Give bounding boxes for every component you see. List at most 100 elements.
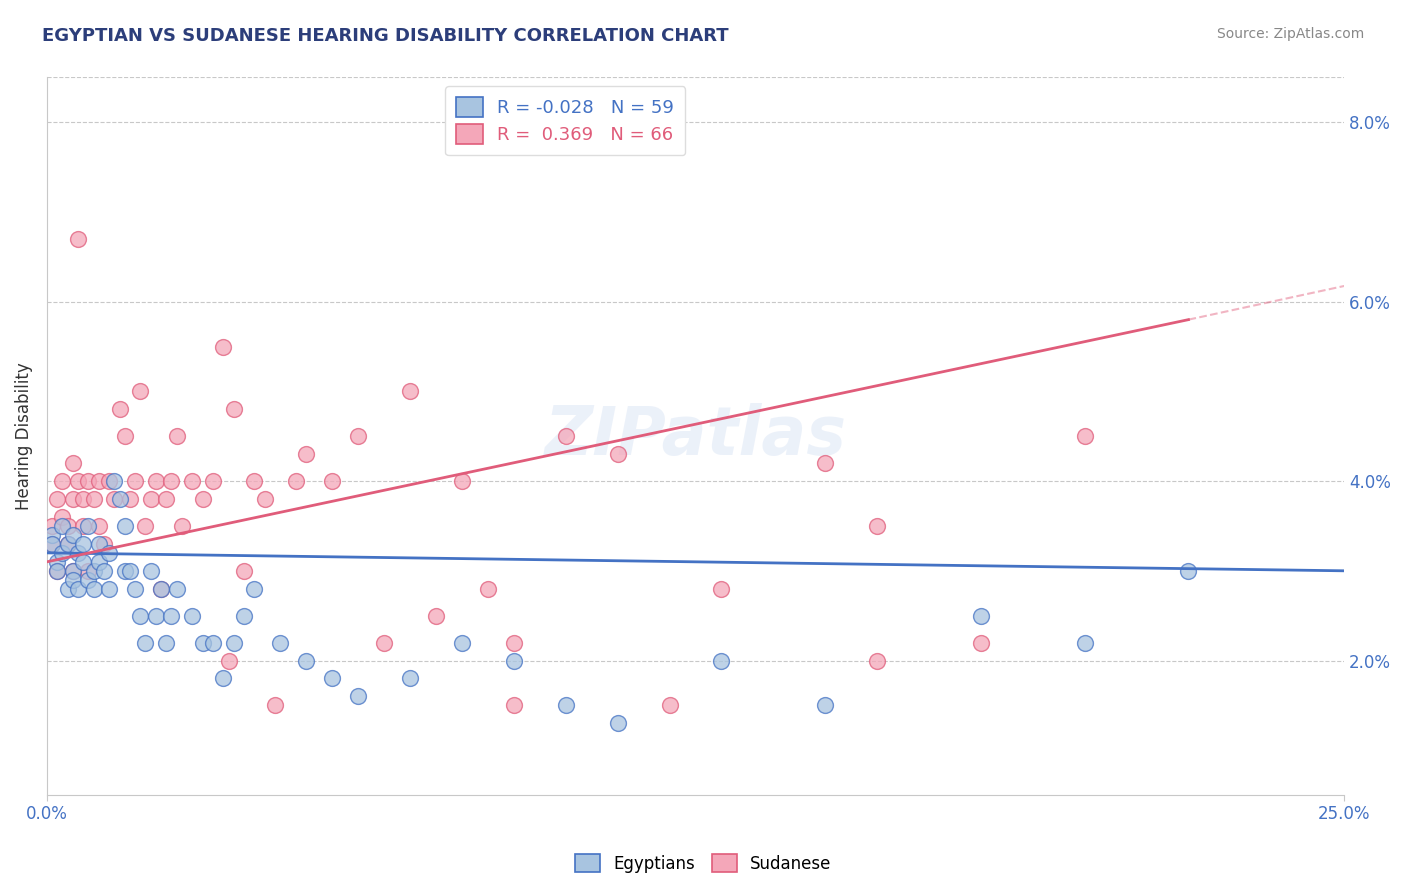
Text: EGYPTIAN VS SUDANESE HEARING DISABILITY CORRELATION CHART: EGYPTIAN VS SUDANESE HEARING DISABILITY … xyxy=(42,27,728,45)
Point xyxy=(72,519,94,533)
Point xyxy=(243,582,266,596)
Point xyxy=(243,474,266,488)
Point xyxy=(46,564,69,578)
Point xyxy=(814,456,837,470)
Point xyxy=(606,716,628,731)
Point xyxy=(77,474,100,488)
Point xyxy=(62,528,84,542)
Point xyxy=(145,608,167,623)
Point xyxy=(970,635,993,649)
Legend: R = -0.028   N = 59, R =  0.369   N = 66: R = -0.028 N = 59, R = 0.369 N = 66 xyxy=(446,87,685,155)
Point xyxy=(170,519,193,533)
Point xyxy=(56,537,79,551)
Point xyxy=(72,555,94,569)
Point xyxy=(264,698,287,713)
Point xyxy=(62,573,84,587)
Point xyxy=(103,474,125,488)
Point xyxy=(1073,429,1095,443)
Point xyxy=(46,555,69,569)
Point xyxy=(62,491,84,506)
Point xyxy=(166,582,188,596)
Point xyxy=(284,474,307,488)
Point xyxy=(134,635,156,649)
Point xyxy=(93,537,115,551)
Text: ZIPatlas: ZIPatlas xyxy=(544,403,846,469)
Point xyxy=(399,672,422,686)
Y-axis label: Hearing Disability: Hearing Disability xyxy=(15,362,32,510)
Point xyxy=(710,582,733,596)
Point xyxy=(710,653,733,667)
Point xyxy=(124,582,146,596)
Point xyxy=(160,608,183,623)
Point xyxy=(451,635,474,649)
Point xyxy=(103,491,125,506)
Point xyxy=(83,491,105,506)
Point xyxy=(321,672,343,686)
Point xyxy=(155,635,177,649)
Point xyxy=(425,608,447,623)
Point xyxy=(295,653,318,667)
Point xyxy=(451,474,474,488)
Point xyxy=(41,528,63,542)
Point xyxy=(98,546,121,560)
Point xyxy=(233,608,256,623)
Point xyxy=(866,653,889,667)
Point xyxy=(181,474,204,488)
Point xyxy=(814,698,837,713)
Point xyxy=(41,519,63,533)
Point xyxy=(399,384,422,399)
Point xyxy=(87,537,110,551)
Point xyxy=(77,573,100,587)
Point xyxy=(134,519,156,533)
Point xyxy=(253,491,276,506)
Point xyxy=(51,546,73,560)
Point xyxy=(160,474,183,488)
Point xyxy=(503,698,526,713)
Point xyxy=(62,456,84,470)
Point xyxy=(66,582,89,596)
Point xyxy=(1073,635,1095,649)
Point xyxy=(218,653,240,667)
Point xyxy=(118,491,141,506)
Point xyxy=(51,510,73,524)
Point xyxy=(114,429,136,443)
Point xyxy=(108,491,131,506)
Point xyxy=(658,698,681,713)
Point xyxy=(62,564,84,578)
Point xyxy=(83,564,105,578)
Point xyxy=(56,582,79,596)
Point xyxy=(77,519,100,533)
Point xyxy=(129,608,152,623)
Point xyxy=(114,519,136,533)
Point xyxy=(212,672,235,686)
Point xyxy=(166,429,188,443)
Point xyxy=(87,555,110,569)
Point xyxy=(150,582,173,596)
Point xyxy=(321,474,343,488)
Point xyxy=(373,635,395,649)
Point xyxy=(83,582,105,596)
Point xyxy=(77,564,100,578)
Point xyxy=(181,608,204,623)
Point xyxy=(46,564,69,578)
Point xyxy=(201,474,224,488)
Point xyxy=(222,635,245,649)
Point xyxy=(347,429,370,443)
Point xyxy=(51,519,73,533)
Point xyxy=(191,635,214,649)
Point xyxy=(41,537,63,551)
Point xyxy=(66,546,89,560)
Point xyxy=(347,690,370,704)
Point xyxy=(222,402,245,417)
Point xyxy=(66,232,89,246)
Point xyxy=(191,491,214,506)
Point xyxy=(98,474,121,488)
Point xyxy=(155,491,177,506)
Point xyxy=(606,447,628,461)
Point xyxy=(233,564,256,578)
Point xyxy=(98,582,121,596)
Point xyxy=(477,582,499,596)
Point xyxy=(554,429,576,443)
Point xyxy=(72,537,94,551)
Point xyxy=(139,491,162,506)
